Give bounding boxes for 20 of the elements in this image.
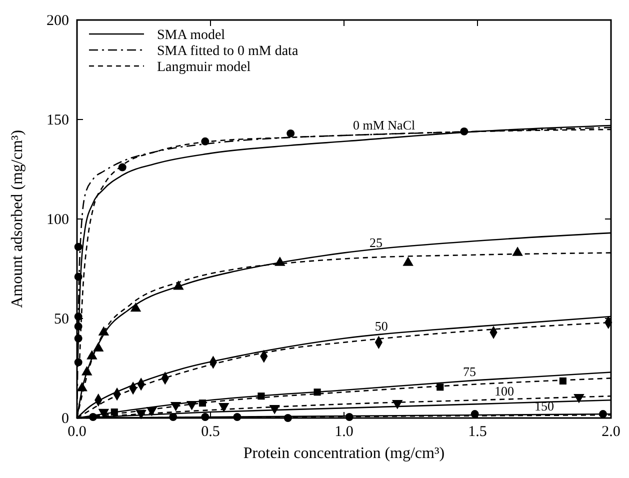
annotation: 50 [374, 318, 388, 334]
annotation: 75 [462, 364, 476, 380]
annotation: 25 [370, 234, 383, 250]
legend-label: SMA fitted to 0 mM data [157, 44, 299, 59]
x-tick-label: 2.0 [602, 424, 620, 440]
y-axis-title: Amount adsorbed (mg/cm³) [9, 130, 26, 308]
y-tick-label: 0 [62, 411, 69, 427]
x-tick-label: 0.0 [68, 424, 86, 440]
x-axis-title: Protein concentration (mg/cm³) [243, 445, 445, 462]
legend-label: Langmuir model [157, 60, 251, 75]
x-tick-label: 0.5 [201, 424, 220, 440]
y-tick-label: 100 [46, 212, 69, 228]
legend-label: SMA model [157, 28, 226, 43]
y-tick-label: 50 [54, 312, 69, 328]
y-tick-label: 200 [46, 13, 69, 29]
y-tick-label: 150 [46, 112, 69, 128]
x-tick-label: 1.0 [334, 424, 354, 440]
annotation: 0 mM NaCl [352, 117, 416, 132]
x-tick-label: 1.5 [468, 424, 487, 440]
annotation: 100 [494, 383, 514, 398]
